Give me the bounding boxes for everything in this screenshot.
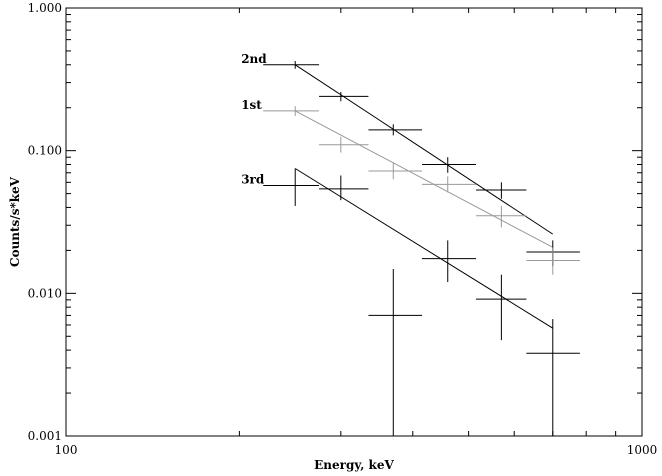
plot-frame	[65, 7, 643, 437]
x-tick-label: 1000	[627, 443, 658, 457]
x-axis-title: Energy, keV	[314, 458, 394, 472]
data-point-1st	[368, 162, 422, 180]
data-point-1st	[263, 106, 320, 116]
fit-lines	[294, 64, 554, 329]
y-tick-label: 0.010	[28, 286, 62, 300]
series-label-1st: 1st	[241, 98, 262, 112]
fit-line-1st	[294, 110, 554, 248]
series-label-2nd: 2nd	[241, 52, 267, 66]
data-point-3rd	[421, 240, 477, 283]
data-point-2nd	[368, 124, 422, 136]
data-point-1st	[476, 205, 527, 228]
data-point-2nd	[319, 91, 369, 102]
axis-ticks	[65, 7, 643, 437]
data-point-3rd	[263, 168, 320, 206]
series-label-3rd: 3rd	[241, 172, 265, 186]
data-points	[263, 61, 580, 436]
data-point-2nd	[421, 157, 477, 173]
data-point-2nd	[476, 182, 527, 199]
y-tick-label: 1.000	[28, 1, 62, 15]
data-point-1st	[526, 247, 580, 275]
y-axis-title: Counts/s*keV	[8, 176, 22, 267]
data-point-3rd	[319, 175, 369, 201]
data-point-3rd	[476, 274, 527, 341]
data-point-1st	[421, 176, 477, 193]
x-tick-label: 100	[55, 443, 78, 457]
data-point-3rd	[526, 319, 580, 436]
fit-line-3rd	[294, 168, 554, 329]
data-point-3rd	[368, 269, 422, 436]
data-point-1st	[319, 136, 369, 153]
fit-line-2nd	[294, 64, 554, 235]
y-tick-label: 0.100	[28, 144, 62, 158]
series-labels: 2nd 1st 3rd	[241, 52, 267, 187]
y-tick-label: 0.001	[28, 429, 62, 443]
axis-tick-labels: 100 1000 0.001 0.010 0.100 1.000	[28, 1, 658, 457]
data-point-2nd	[263, 61, 320, 69]
